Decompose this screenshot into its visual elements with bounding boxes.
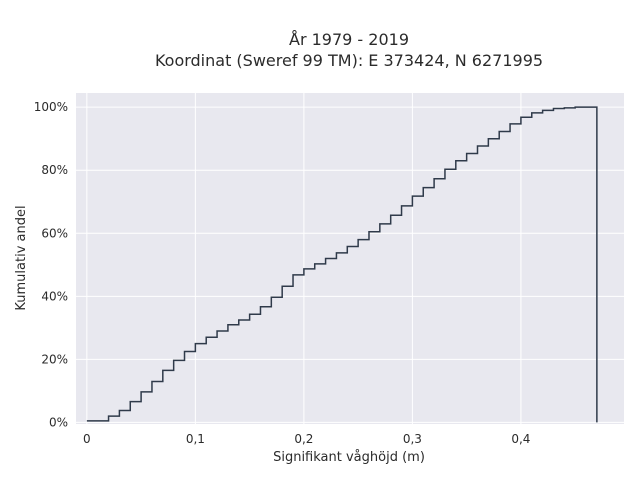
chart-title-line2: Koordinat (Sweref 99 TM): E 373424, N 62… <box>155 51 543 70</box>
x-tick-label: 0,1 <box>186 432 205 446</box>
chart-title-line1: År 1979 - 2019 <box>289 30 409 49</box>
y-tick-label: 20% <box>41 352 68 366</box>
x-axis-label: Signifikant våghöjd (m) <box>273 450 425 465</box>
plot-area <box>76 93 624 424</box>
grid-lines <box>76 93 624 424</box>
y-axis-label: Kumulativ andel <box>14 205 29 310</box>
x-tick-label: 0,4 <box>511 432 530 446</box>
y-tick-label: 0% <box>49 415 68 429</box>
y-tick-label: 100% <box>34 100 68 114</box>
x-tick-label: 0,2 <box>294 432 313 446</box>
x-tick-label: 0,3 <box>403 432 422 446</box>
x-tick-label: 0 <box>83 432 91 446</box>
y-tick-label: 40% <box>41 289 68 303</box>
ecdf-step-line <box>86 106 598 423</box>
y-tick-label: 60% <box>41 226 68 240</box>
tick-labels: 0 0,1 0,2 0,3 0,4 0% 20% 40% 60% 80% 100% <box>34 100 531 446</box>
y-tick-label: 80% <box>41 163 68 177</box>
